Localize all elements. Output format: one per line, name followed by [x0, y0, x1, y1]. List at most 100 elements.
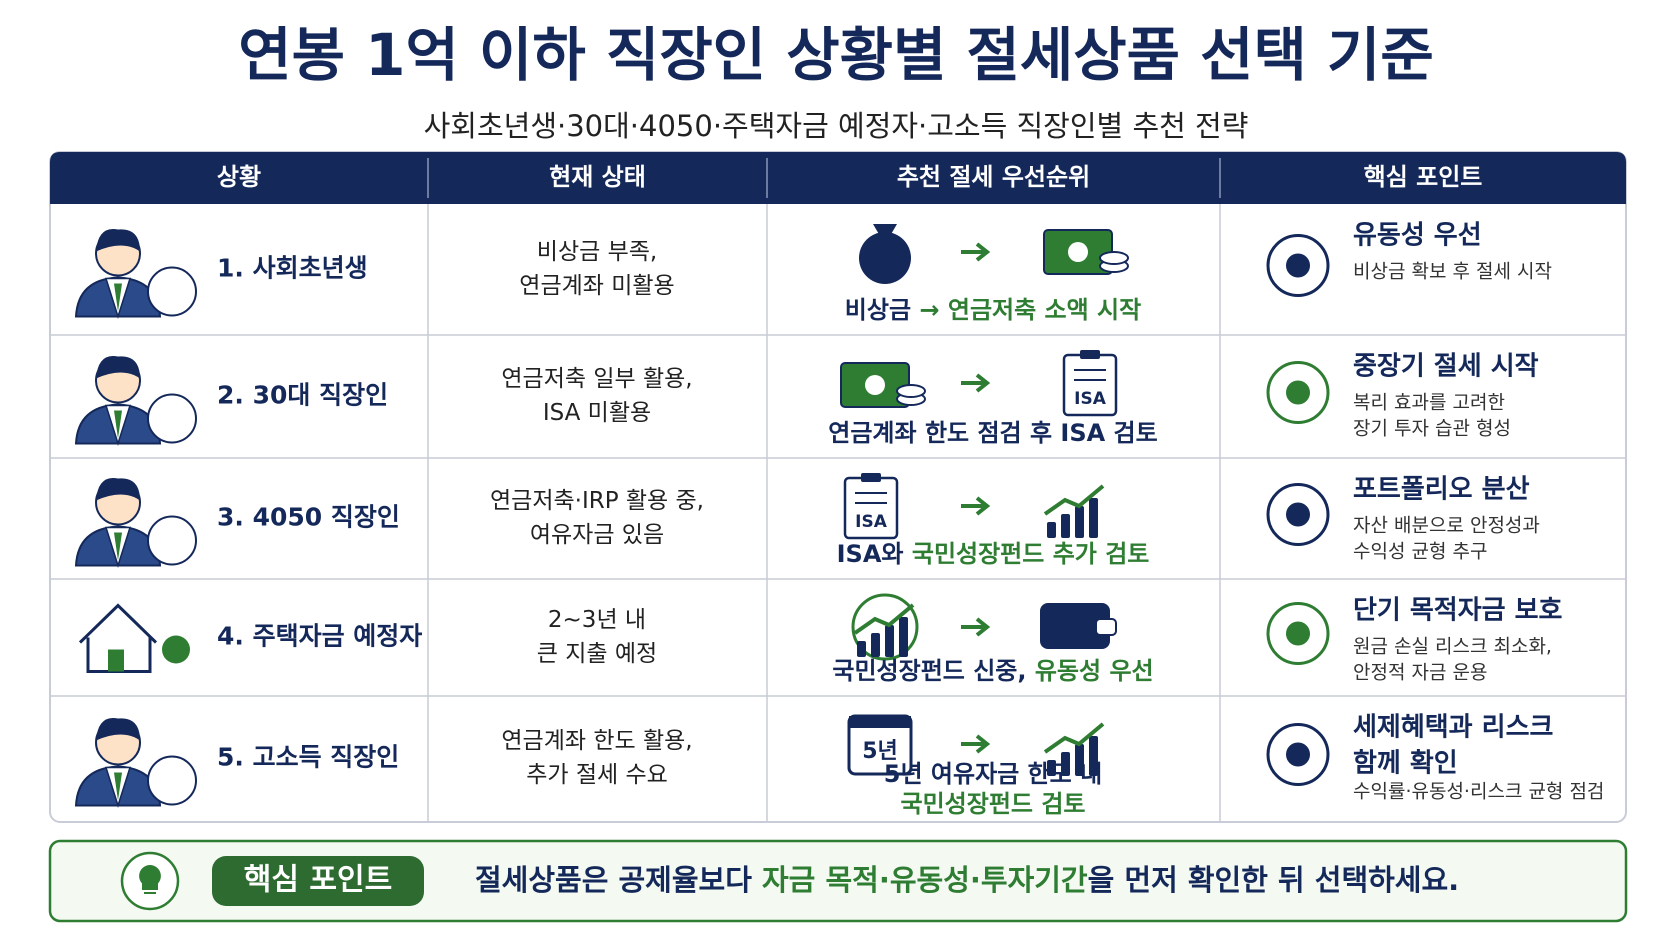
chart-bar [1047, 760, 1056, 776]
icon-label: ISA [1074, 389, 1107, 409]
text-segment: 국민성장펀드 검토 [901, 790, 1086, 818]
point-icon-core [1286, 380, 1310, 405]
point-title: 세제혜택과 리스크 [1353, 713, 1553, 743]
text-segment: ISA와 [837, 540, 912, 568]
avatar-tie [114, 283, 122, 312]
coin-stack [896, 384, 926, 398]
calendar-top [849, 716, 911, 728]
avatar-hair [96, 717, 140, 741]
text-segment: 5년 여유자금 한도 내 [884, 760, 1102, 788]
point-desc: 장기 투자 습관 형성 [1353, 418, 1511, 440]
point-title: 유동성 우선 [1353, 221, 1482, 251]
chart-bar [871, 633, 880, 657]
text-segment: → [911, 296, 948, 324]
status-line: ISA 미활용 [543, 400, 651, 426]
title: 연봉 1억 이하 직장인 상황별 절세상품 선택 기준 [238, 21, 1434, 89]
header-cell: 추천 절세 우선순위 [897, 163, 1090, 191]
clipboard-clip [1080, 350, 1100, 359]
chart-arrow [1043, 722, 1105, 754]
avatar-badge [147, 266, 197, 317]
status-line: 비상금 부족, [537, 239, 657, 265]
situation: 3. 4050 직장인 [217, 503, 400, 532]
avatar-hair [96, 477, 140, 501]
avatar-badge [147, 755, 197, 806]
text-segment: 비상금 [845, 296, 911, 324]
chart-bar [1047, 522, 1056, 538]
header-cell: 현재 상태 [549, 163, 646, 191]
recommendation: 비상금 → 연금저축 소액 시작 [845, 296, 1141, 324]
chart-bar [1075, 506, 1084, 538]
text-segment: 국민성장펀드 신중, [832, 657, 1026, 685]
flow-arrow [961, 617, 991, 637]
chart-bar [885, 625, 894, 657]
flow-arrow [961, 496, 991, 516]
coin-stack [1099, 251, 1129, 265]
footer-box [48, 839, 1628, 923]
chart-arrow [1043, 484, 1105, 516]
text-segment: 연금저축 소액 시작 [948, 296, 1141, 324]
situation: 4. 주택자금 예정자 [217, 622, 422, 651]
status-line: 연금저축·IRP 활용 중, [490, 488, 704, 514]
recommendation: ISA와 국민성장펀드 추가 검토 [837, 540, 1150, 568]
point-desc: 수익성 균형 추구 [1353, 541, 1487, 563]
header-cell: 핵심 포인트 [1364, 163, 1483, 191]
situation: 1. 사회초년생 [217, 254, 368, 283]
status-line: 연금계좌 미활용 [519, 273, 674, 299]
status-line: 추가 절세 수요 [526, 762, 668, 788]
flow-arrow [961, 373, 991, 393]
tree-icon [162, 635, 190, 664]
header-cell: 상황 [217, 163, 261, 191]
chart-bar [899, 617, 908, 657]
recommendation: 국민성장펀드 검토 [901, 790, 1086, 818]
avatar-badge [147, 393, 197, 444]
situation: 5. 고소득 직장인 [217, 743, 399, 772]
point-desc: 비상금 확보 후 절세 시작 [1353, 261, 1552, 283]
recommendation: 5년 여유자금 한도 내 [884, 760, 1102, 788]
point-icon-core [1286, 502, 1310, 527]
clipboard-clip [861, 473, 881, 482]
text-segment: 국민성장펀드 추가 검토 [912, 540, 1150, 568]
recommendation: 국민성장펀드 신중, 유동성 우선 [832, 657, 1153, 685]
point-desc: 안정적 자금 운용 [1353, 662, 1487, 684]
icon-label: ISA [855, 512, 888, 532]
status-line: 여유자금 있음 [530, 522, 664, 548]
point-desc: 원금 손실 리스크 최소화, [1353, 636, 1552, 658]
header-bar [50, 152, 1626, 204]
text-segment: 자금 목적·유동성·투자기간 [762, 863, 1088, 897]
avatar-hair [96, 228, 140, 252]
footer-label: 핵심 포인트 [244, 863, 392, 898]
chart-bar [857, 641, 866, 657]
bill-center [865, 375, 885, 395]
point-desc: 수익률·유동성·리스크 균형 점검 [1353, 781, 1604, 803]
money-bag [859, 232, 911, 284]
avatar-tie [114, 772, 122, 801]
status-line: 큰 지출 예정 [537, 641, 657, 667]
status-line: 2~3년 내 [548, 607, 646, 633]
point-title: 단기 목적자금 보호 [1353, 596, 1563, 626]
avatar-tie [114, 410, 122, 439]
house-door [108, 649, 124, 672]
text-segment: 을 먼저 확인한 뒤 선택하세요. [1088, 863, 1460, 897]
point-icon-core [1286, 621, 1310, 646]
text-segment: 연금계좌 한도 점검 후 ISA 검토 [828, 419, 1157, 447]
wallet-clasp [1095, 618, 1117, 636]
avatar-hair [96, 355, 140, 379]
money-bag-top [873, 224, 897, 236]
avatar-tie [114, 532, 122, 561]
text-segment: 유동성 우선 [1027, 657, 1154, 685]
icon-label: 5년 [862, 739, 898, 764]
chart-bar [1089, 498, 1098, 538]
footer-message: 절세상품은 공제율보다 자금 목적·유동성·투자기간을 먼저 확인한 뒤 선택하… [475, 863, 1459, 897]
wallet-icon [1040, 603, 1110, 649]
chart-bar [1061, 514, 1070, 538]
chart-bar [1089, 736, 1098, 776]
point-title: 중장기 절세 시작 [1353, 352, 1539, 382]
chart-bar [1075, 744, 1084, 776]
bill-center [1068, 242, 1088, 262]
avatar-badge [147, 515, 197, 566]
point-desc: 자산 배분으로 안정성과 [1353, 515, 1540, 537]
chart-arrow [853, 603, 915, 635]
subtitle: 사회초년생·30대·4050·주택자금 예정자·고소득 직장인별 추천 전략 [424, 109, 1249, 143]
